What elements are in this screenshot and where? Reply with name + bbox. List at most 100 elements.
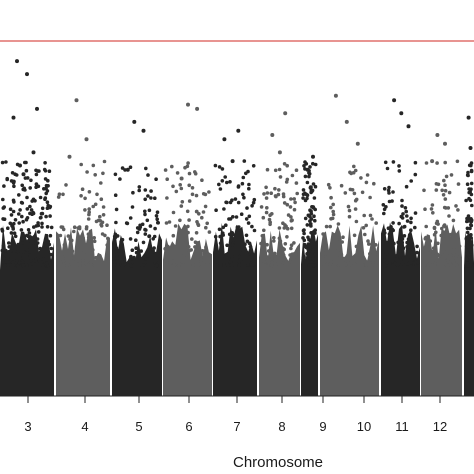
snp-point xyxy=(147,208,152,213)
snp-point xyxy=(35,169,40,173)
snp-point xyxy=(19,241,24,246)
snp-point xyxy=(245,206,249,210)
snp-point xyxy=(336,256,340,261)
snp-point xyxy=(174,189,179,194)
snp-point xyxy=(200,262,204,266)
snp-point xyxy=(163,247,167,251)
snp-point xyxy=(49,252,53,257)
snp-point xyxy=(205,261,210,266)
snp-point xyxy=(91,163,96,168)
snp-point xyxy=(44,214,48,219)
snp-point xyxy=(437,263,441,268)
snp-point xyxy=(222,263,226,268)
snp-point xyxy=(465,182,470,186)
snp-point xyxy=(101,171,105,176)
x-tick-label: 12 xyxy=(433,419,447,434)
snp-point xyxy=(9,231,14,235)
snp-point xyxy=(217,182,221,187)
snp-point xyxy=(154,177,158,181)
snp-point xyxy=(132,257,137,262)
snp-point xyxy=(328,262,333,267)
snp-point xyxy=(12,200,16,204)
snp-point xyxy=(440,255,445,260)
snp-point xyxy=(447,190,452,195)
snp-point xyxy=(112,253,116,258)
snp-point xyxy=(443,188,448,193)
snp-point xyxy=(2,217,7,221)
snp-point xyxy=(447,251,452,256)
data-points xyxy=(0,59,474,396)
snp-point xyxy=(78,235,83,240)
snp-point xyxy=(326,259,331,264)
snp-point xyxy=(11,209,16,214)
snp-point xyxy=(9,213,14,217)
snp-point xyxy=(233,197,238,201)
snp-point xyxy=(143,260,147,265)
snp-point xyxy=(154,259,158,263)
peak-point-chr8 xyxy=(283,111,288,116)
snp-point xyxy=(432,226,437,230)
snp-point xyxy=(441,193,446,197)
snp-point xyxy=(38,246,42,251)
snp-point xyxy=(48,204,53,209)
snp-point xyxy=(311,249,315,254)
snp-point xyxy=(99,197,104,201)
snp-point xyxy=(401,256,406,260)
snp-point xyxy=(130,248,135,252)
snp-point xyxy=(313,228,318,232)
snp-point xyxy=(31,211,36,216)
snp-point xyxy=(221,233,225,237)
snp-point xyxy=(2,184,6,188)
snp-point xyxy=(457,255,462,259)
snp-point xyxy=(261,215,266,220)
snp-point xyxy=(38,250,43,254)
snp-point xyxy=(304,192,309,197)
peak-point-chr12 xyxy=(443,141,447,146)
x-tick-label: 8 xyxy=(278,419,285,434)
peak-point-chr10 xyxy=(344,119,349,124)
snp-point xyxy=(29,258,33,263)
snp-point xyxy=(0,229,5,233)
snp-point xyxy=(281,194,286,199)
snp-point xyxy=(31,244,36,248)
snp-point xyxy=(213,263,218,268)
snp-point xyxy=(346,204,351,209)
snp-point xyxy=(313,231,317,235)
snp-point xyxy=(187,183,191,188)
snp-point xyxy=(13,218,18,222)
snp-point xyxy=(397,169,402,173)
snp-point xyxy=(259,241,263,246)
snp-point xyxy=(265,242,269,247)
snp-point xyxy=(27,231,32,235)
snp-point xyxy=(308,165,312,169)
snp-point xyxy=(308,257,312,261)
snp-point xyxy=(134,246,138,250)
snp-point xyxy=(402,234,407,238)
snp-point xyxy=(439,233,444,238)
snp-point xyxy=(278,239,283,243)
snp-point xyxy=(24,168,29,173)
snp-point xyxy=(34,172,39,177)
snp-point xyxy=(424,161,429,165)
snp-point xyxy=(361,226,366,230)
snp-point xyxy=(15,263,20,268)
snp-point xyxy=(312,214,316,218)
snp-point xyxy=(28,262,32,266)
snp-point xyxy=(25,176,30,180)
snp-point xyxy=(64,253,68,258)
snp-point xyxy=(272,239,276,243)
snp-point xyxy=(383,160,388,165)
snp-point xyxy=(303,198,308,203)
snp-point xyxy=(245,260,250,265)
snp-point xyxy=(228,180,232,184)
snp-point xyxy=(312,247,317,251)
snp-point xyxy=(2,263,7,268)
snp-point xyxy=(469,223,473,227)
snp-point xyxy=(130,205,135,209)
snp-point xyxy=(36,230,41,234)
x-axis-title: Chromosome xyxy=(233,454,323,471)
snp-point xyxy=(129,263,133,268)
snp-point xyxy=(18,208,22,212)
snp-point xyxy=(264,210,269,215)
snp-point xyxy=(193,245,197,249)
